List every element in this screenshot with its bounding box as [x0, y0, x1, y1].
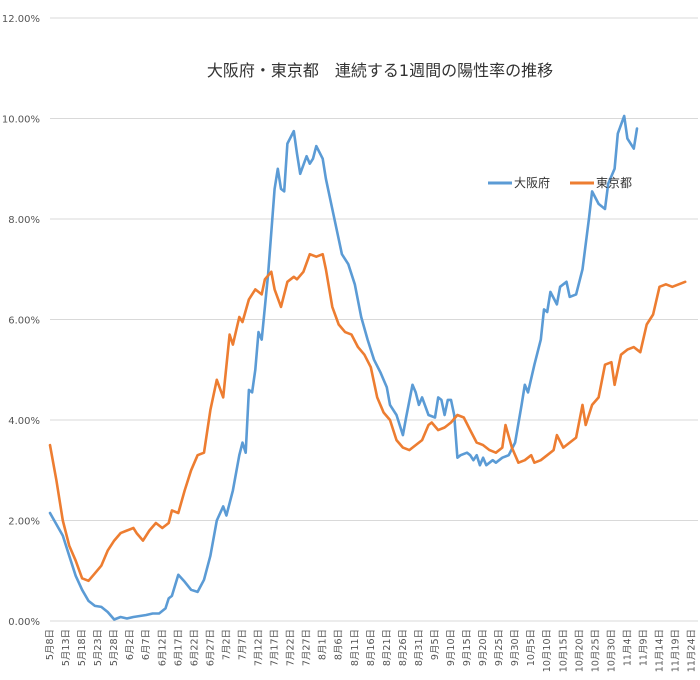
x-tick-label: 9月5日 — [430, 629, 441, 660]
x-tick-label: 11月24日 — [687, 629, 698, 672]
y-tick-label: 10.00% — [2, 115, 40, 126]
x-tick-label: 5月8日 — [45, 629, 56, 660]
x-tick-label: 10月5日 — [526, 629, 537, 666]
x-tick-label: 11月9日 — [638, 629, 649, 666]
x-tick-label: 10月10日 — [542, 629, 553, 672]
legend: 大阪府 東京都 — [488, 175, 632, 190]
x-tick-label: 11月4日 — [622, 629, 633, 666]
y-tick-label: 8.00% — [8, 215, 40, 226]
x-tick-label: 8月11日 — [350, 629, 361, 666]
x-tick-label: 8月26日 — [398, 629, 409, 666]
x-tick-label: 5月13日 — [61, 629, 72, 666]
x-tick-label: 8月1日 — [318, 629, 329, 660]
x-tick-label: 10月15日 — [558, 629, 569, 672]
x-tick-label: 7月2日 — [221, 629, 232, 660]
x-tick-label: 6月2日 — [125, 629, 136, 660]
chart-title: 大阪府・東京都 連続する1週間の陽性率の推移 — [207, 61, 553, 80]
x-tick-label: 7月12日 — [254, 629, 265, 666]
x-tick-label: 6月22日 — [189, 629, 200, 666]
x-tick-label: 8月16日 — [366, 629, 377, 666]
x-tick-label: 8月31日 — [414, 629, 425, 666]
x-tick-label: 8月21日 — [382, 629, 393, 666]
gridlines — [50, 17, 698, 622]
x-tick-label: 6月27日 — [205, 629, 216, 666]
x-tick-label: 9月15日 — [462, 629, 473, 666]
x-tick-label: 9月10日 — [446, 629, 457, 666]
x-tick-label: 6月12日 — [157, 629, 168, 666]
x-tick-label: 9月25日 — [494, 629, 505, 666]
series-line-tokyo — [48, 252, 687, 583]
x-tick-label: 11月14日 — [655, 629, 666, 672]
y-tick-label: 0.00% — [8, 617, 40, 628]
series-layer — [48, 114, 687, 621]
x-tick-label: 5月28日 — [109, 629, 120, 666]
x-tick-label: 7月27日 — [302, 629, 313, 666]
legend-label-tokyo: 東京都 — [596, 176, 632, 190]
x-tick-label: 8月6日 — [334, 629, 345, 660]
x-tick-label: 11月19日 — [671, 629, 682, 672]
legend-label-osaka: 大阪府 — [514, 175, 550, 190]
x-tick-label: 6月7日 — [141, 629, 152, 660]
x-tick-label: 7月17日 — [270, 629, 281, 666]
y-axis-ticks: 0.00% 2.00% 4.00% 6.00% 8.00% 10.00% 12.00% — [2, 14, 40, 628]
x-tick-label: 10月25日 — [590, 629, 601, 672]
x-tick-label: 10月20日 — [574, 629, 585, 672]
y-tick-label: 6.00% — [8, 316, 40, 327]
x-tick-label: 7月7日 — [237, 629, 248, 660]
series-line-osaka — [48, 114, 639, 621]
x-tick-label: 5月23日 — [93, 629, 104, 666]
x-tick-label: 9月20日 — [478, 629, 489, 666]
y-tick-label: 4.00% — [8, 416, 40, 427]
y-tick-label: 2.00% — [8, 517, 40, 528]
x-tick-label: 10月30日 — [606, 629, 617, 672]
x-axis-ticks: 5月8日 5月13日 5月18日 5月23日 5月28日 6月2日 6月7日 6月12日 6月1… — [45, 629, 698, 672]
x-tick-label: 6月17日 — [173, 629, 184, 666]
x-tick-label: 5月18日 — [77, 629, 88, 666]
x-tick-label: 7月22日 — [286, 629, 297, 666]
x-tick-label: 9月30日 — [510, 629, 521, 666]
y-tick-label: 12.00% — [2, 14, 40, 25]
